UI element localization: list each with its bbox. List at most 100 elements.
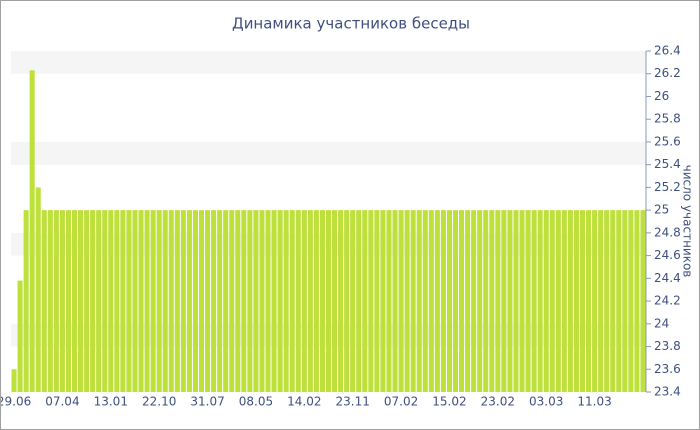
bar xyxy=(567,210,573,392)
bar xyxy=(120,210,126,392)
x-tick-label: 29.06 xyxy=(1,395,31,409)
bar xyxy=(428,210,434,392)
bar xyxy=(241,210,247,392)
bar xyxy=(168,210,174,392)
x-tick-label: 07.02 xyxy=(384,395,418,409)
bar xyxy=(477,210,483,392)
bar xyxy=(392,210,398,392)
bar xyxy=(561,210,567,392)
bar xyxy=(102,210,108,392)
bar xyxy=(598,210,604,392)
x-tick-label: 14.02 xyxy=(287,395,321,409)
bar xyxy=(344,210,350,392)
bar xyxy=(380,210,386,392)
y-tick-label: 26.2 xyxy=(654,66,681,80)
bar xyxy=(434,210,440,392)
bar xyxy=(386,210,392,392)
bar xyxy=(78,210,84,392)
bar xyxy=(543,210,549,392)
y-tick-label: 24.2 xyxy=(654,294,681,308)
bar xyxy=(114,210,120,392)
bar xyxy=(501,210,507,392)
bar xyxy=(253,210,259,392)
bar xyxy=(573,210,579,392)
y-tick-label: 26 xyxy=(654,89,669,103)
bar xyxy=(11,369,17,392)
bar xyxy=(247,210,253,392)
bar xyxy=(446,210,452,392)
bar xyxy=(398,210,404,392)
bar xyxy=(265,210,271,392)
bar xyxy=(483,210,489,392)
bar xyxy=(531,210,537,392)
y-tick-label: 23.4 xyxy=(654,385,681,399)
bar xyxy=(410,210,416,392)
bar xyxy=(513,210,519,392)
bar xyxy=(313,210,319,392)
bar xyxy=(471,210,477,392)
bar xyxy=(180,210,186,392)
x-tick-label: 15.02 xyxy=(432,395,466,409)
bar xyxy=(71,210,78,392)
bar xyxy=(84,210,90,392)
bar xyxy=(198,210,205,392)
bar xyxy=(174,210,180,392)
bar xyxy=(138,210,144,392)
bar xyxy=(223,210,229,392)
bar xyxy=(549,210,555,392)
bar xyxy=(156,210,162,392)
bar xyxy=(452,210,459,392)
bar xyxy=(144,210,150,392)
bar xyxy=(489,210,495,392)
y-tick-label: 24.6 xyxy=(654,248,681,262)
x-tick-label: 23.02 xyxy=(481,395,515,409)
y-tick-label: 23.6 xyxy=(654,362,681,376)
bar xyxy=(319,210,325,392)
bar xyxy=(90,210,96,392)
bar xyxy=(356,210,362,392)
bar xyxy=(17,280,23,392)
grid-band xyxy=(11,141,646,165)
bar xyxy=(616,210,622,392)
y-tick-label: 24.4 xyxy=(654,271,681,285)
bar xyxy=(301,210,307,392)
bar xyxy=(592,210,598,392)
bar xyxy=(440,210,446,392)
x-tick-label: 11.03 xyxy=(577,395,611,409)
chart-title: Динамика участников беседы xyxy=(232,15,470,33)
bar xyxy=(332,210,338,392)
y-tick-label: 26.4 xyxy=(654,44,681,58)
y-tick-label: 25 xyxy=(654,203,669,217)
x-tick-label: 08.05 xyxy=(239,395,273,409)
y-tick-label: 25.6 xyxy=(654,134,681,148)
y-tick-label: 25.8 xyxy=(654,112,681,126)
bar xyxy=(295,210,301,392)
bar xyxy=(640,210,646,392)
bar xyxy=(192,210,198,392)
bar xyxy=(35,187,41,392)
bar xyxy=(150,210,156,392)
bar xyxy=(205,210,211,392)
y-tick-label: 25.4 xyxy=(654,157,681,171)
x-tick-label: 31.07 xyxy=(190,395,224,409)
bar xyxy=(459,210,465,392)
bar xyxy=(126,210,132,392)
x-tick-label: 03.03 xyxy=(529,395,563,409)
bar xyxy=(579,210,586,392)
bar xyxy=(211,210,217,392)
x-tick-label: 23.11 xyxy=(336,395,370,409)
bar xyxy=(132,210,138,392)
bar xyxy=(628,210,634,392)
bar xyxy=(416,210,422,392)
x-tick-label: 13.01 xyxy=(94,395,128,409)
y-axis-label: число участников xyxy=(681,165,695,278)
bar xyxy=(537,210,543,392)
bar xyxy=(604,210,610,392)
bar xyxy=(368,210,374,392)
bar xyxy=(586,210,592,392)
y-tick-label: 25.2 xyxy=(654,180,681,194)
bar xyxy=(289,210,295,392)
bar xyxy=(277,210,283,392)
